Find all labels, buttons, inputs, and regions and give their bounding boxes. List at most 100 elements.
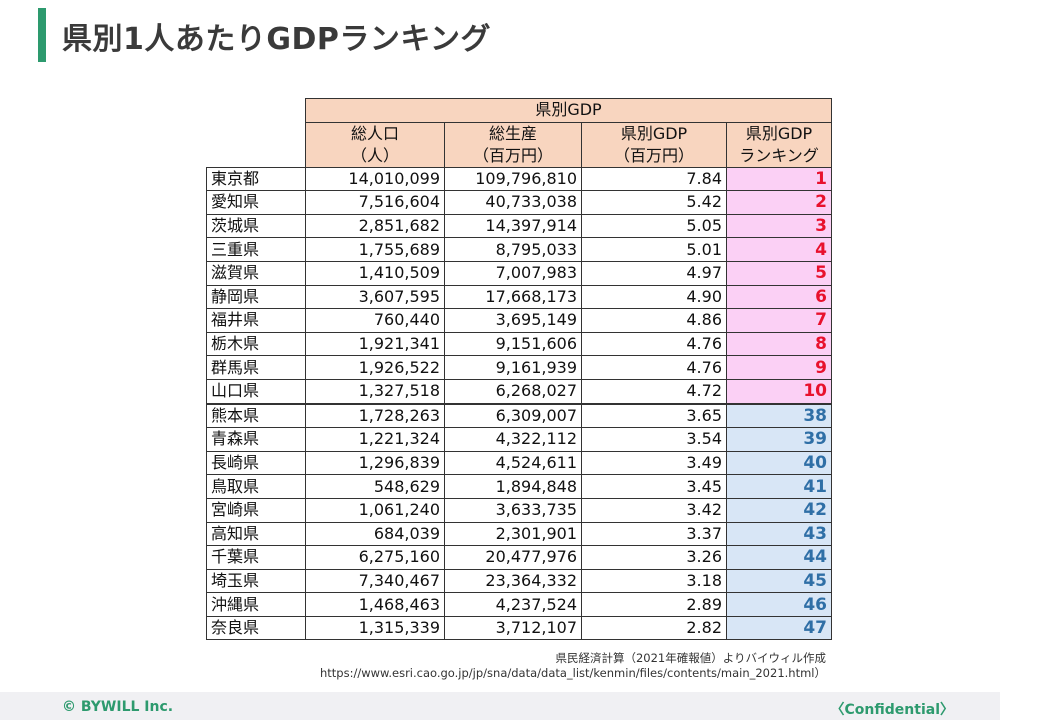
population-cell: 1,755,689 (306, 238, 445, 262)
prefecture-cell: 茨城県 (207, 214, 306, 238)
prefecture-cell: 長崎県 (207, 451, 306, 475)
column-header-line1: 総人口 (310, 123, 440, 145)
rank-cell: 1 (727, 167, 832, 191)
table-row: 長崎県 1,296,839 4,524,611 3.49 40 (207, 451, 832, 475)
per-capita-gdp-cell: 5.01 (582, 238, 727, 262)
prefecture-cell: 栃木県 (207, 332, 306, 356)
prefecture-cell: 沖縄県 (207, 593, 306, 617)
column-header-line2: ランキング (731, 145, 827, 167)
column-header-gdp: 総生産 （百万円） (445, 122, 582, 167)
gdp-cell: 2,301,901 (445, 522, 582, 546)
rank-cell: 7 (727, 309, 832, 333)
prefecture-cell: 群馬県 (207, 356, 306, 380)
gdp-cell: 3,633,735 (445, 498, 582, 522)
per-capita-gdp-cell: 3.37 (582, 522, 727, 546)
table-row: 沖縄県 1,468,463 4,237,524 2.89 46 (207, 593, 832, 617)
rank-cell: 5 (727, 261, 832, 285)
per-capita-gdp-cell: 4.97 (582, 261, 727, 285)
prefecture-cell: 青森県 (207, 428, 306, 452)
gdp-cell: 17,668,173 (445, 285, 582, 309)
per-capita-gdp-cell: 5.42 (582, 191, 727, 215)
table-row: 鳥取県 548,629 1,894,848 3.45 41 (207, 475, 832, 499)
prefecture-cell: 愛知県 (207, 191, 306, 215)
gdp-cell: 3,712,107 (445, 616, 582, 640)
rank-cell: 9 (727, 356, 832, 380)
prefecture-cell: 山口県 (207, 379, 306, 403)
blank-corner-cell (207, 99, 306, 123)
column-header-line1: 県別GDP (586, 123, 722, 145)
gdp-cell: 6,268,027 (445, 379, 582, 403)
rank-cell: 41 (727, 475, 832, 499)
column-header-rank: 県別GDP ランキング (727, 122, 832, 167)
population-cell: 1,296,839 (306, 451, 445, 475)
population-cell: 1,327,518 (306, 379, 445, 403)
table-row: 東京都 14,010,099 109,796,810 7.84 1 (207, 167, 832, 191)
population-cell: 760,440 (306, 309, 445, 333)
prefecture-cell: 三重県 (207, 238, 306, 262)
population-cell: 1,468,463 (306, 593, 445, 617)
population-cell: 7,340,467 (306, 569, 445, 593)
table-row: 愛知県 7,516,604 40,733,038 5.42 2 (207, 191, 832, 215)
rank-cell: 45 (727, 569, 832, 593)
gdp-cell: 23,364,332 (445, 569, 582, 593)
column-header-population: 総人口 （人） (306, 122, 445, 167)
column-header-per-capita: 県別GDP （百万円） (582, 122, 727, 167)
gdp-cell: 20,477,976 (445, 546, 582, 570)
source-note: 県民経済計算（2021年確報値）よりバイウィル作成 https://www.es… (320, 651, 826, 681)
rank-cell: 39 (727, 428, 832, 452)
rank-cell: 10 (727, 379, 832, 403)
per-capita-gdp-cell: 3.49 (582, 451, 727, 475)
per-capita-gdp-cell: 2.82 (582, 616, 727, 640)
rank-cell: 6 (727, 285, 832, 309)
population-cell: 1,315,339 (306, 616, 445, 640)
population-cell: 1,410,509 (306, 261, 445, 285)
per-capita-gdp-cell: 3.42 (582, 498, 727, 522)
rank-cell: 8 (727, 332, 832, 356)
gdp-ranking-table: 県別GDP 総人口 （人） 総生産 （百万円） 県別GDP （百万円） 県別GD… (206, 98, 832, 640)
rank-cell: 42 (727, 498, 832, 522)
prefecture-cell: 埼玉県 (207, 569, 306, 593)
table-row: 埼玉県 7,340,467 23,364,332 3.18 45 (207, 569, 832, 593)
column-header-line1: 総生産 (449, 123, 577, 145)
rank-cell: 44 (727, 546, 832, 570)
rank-cell: 3 (727, 214, 832, 238)
blank-corner-cell (207, 122, 306, 167)
rank-cell: 47 (727, 616, 832, 640)
table-row: 山口県 1,327,518 6,268,027 4.72 10 (207, 379, 832, 403)
column-header-line2: （百万円） (449, 145, 577, 167)
rank-cell: 43 (727, 522, 832, 546)
rank-cell: 40 (727, 451, 832, 475)
gdp-cell: 4,524,611 (445, 451, 582, 475)
table-row: 奈良県 1,315,339 3,712,107 2.82 47 (207, 616, 832, 640)
gdp-cell: 3,695,149 (445, 309, 582, 333)
group-header-cell: 県別GDP (306, 99, 832, 123)
gdp-cell: 40,733,038 (445, 191, 582, 215)
table-row: 青森県 1,221,324 4,322,112 3.54 39 (207, 428, 832, 452)
population-cell: 1,921,341 (306, 332, 445, 356)
table-row: 栃木県 1,921,341 9,151,606 4.76 8 (207, 332, 832, 356)
rank-cell: 4 (727, 238, 832, 262)
per-capita-gdp-cell: 3.54 (582, 428, 727, 452)
gdp-cell: 9,161,939 (445, 356, 582, 380)
population-cell: 7,516,604 (306, 191, 445, 215)
gdp-cell: 109,796,810 (445, 167, 582, 191)
gdp-cell: 1,894,848 (445, 475, 582, 499)
page-title: 県別1人あたりGDPランキング (62, 14, 491, 58)
gdp-cell: 14,397,914 (445, 214, 582, 238)
prefecture-cell: 静岡県 (207, 285, 306, 309)
gdp-cell: 8,795,033 (445, 238, 582, 262)
prefecture-cell: 高知県 (207, 522, 306, 546)
table-row: 熊本県 1,728,263 6,309,007 3.65 38 (207, 404, 832, 428)
per-capita-gdp-cell: 4.76 (582, 356, 727, 380)
table-column-header-row: 総人口 （人） 総生産 （百万円） 県別GDP （百万円） 県別GDP ランキン… (207, 122, 832, 167)
confidential-label: 〈Confidential〉 (831, 699, 954, 719)
per-capita-gdp-cell: 7.84 (582, 167, 727, 191)
per-capita-gdp-cell: 4.76 (582, 332, 727, 356)
column-header-line2: （百万円） (586, 145, 722, 167)
prefecture-cell: 福井県 (207, 309, 306, 333)
population-cell: 1,728,263 (306, 404, 445, 428)
prefecture-cell: 奈良県 (207, 616, 306, 640)
per-capita-gdp-cell: 3.18 (582, 569, 727, 593)
column-header-line2: （人） (310, 145, 440, 167)
table-row: 静岡県 3,607,595 17,668,173 4.90 6 (207, 285, 832, 309)
